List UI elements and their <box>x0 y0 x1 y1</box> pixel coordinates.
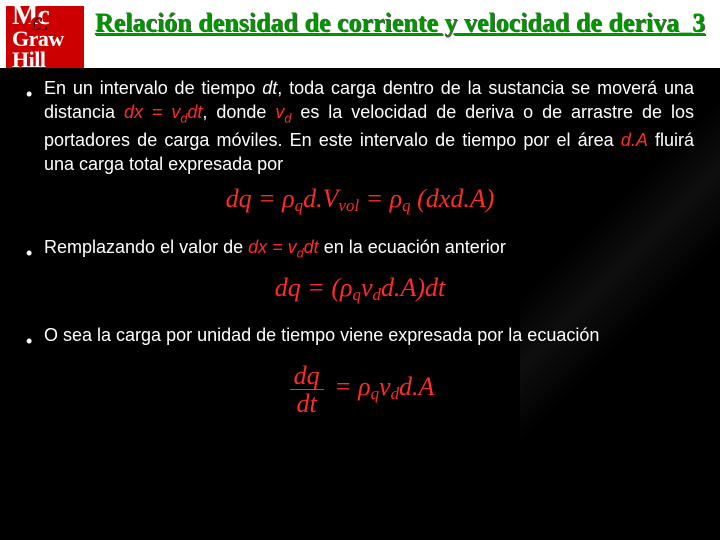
eq2-math: dq = (ρqvdd.A)dt <box>275 273 445 302</box>
b1-eq1a: dx = v <box>124 102 180 122</box>
b2-t1: Remplazando el valor de <box>44 237 248 257</box>
bullet-3-text: O sea la carga por unidad de tiempo vien… <box>44 323 694 353</box>
bullet-icon <box>26 323 44 353</box>
equation-1: dq = ρqd.Vvol = ρq (dxd.A) <box>26 184 694 216</box>
e2-rhs: d.A)dt <box>381 273 445 302</box>
header: Mc Graw Hill Relación densidad de corrie… <box>0 0 720 68</box>
bullet-2-text: Remplazando el valor de dx = vddt en la … <box>44 235 694 265</box>
b2-t2: en la ecuación anterior <box>319 237 506 257</box>
bullet-1-text: En un intervalo de tiempo dt, toda carga… <box>44 76 694 176</box>
e3-num: dq <box>290 362 324 390</box>
b1-dA: d.A <box>621 130 648 150</box>
e1-sub2: vol <box>339 197 360 216</box>
bullet-1: En un intervalo de tiempo dt, toda carga… <box>26 76 694 176</box>
b2-eq: dx = vddt <box>248 237 319 257</box>
e3-frac: dq dt <box>290 362 324 418</box>
logo-line-3: Hill <box>12 50 84 71</box>
eq1-math: dq = ρqd.Vvol = ρq (dxd.A) <box>226 184 495 213</box>
e3-mid: v <box>379 372 391 401</box>
b2-eqb: dt <box>304 237 319 257</box>
e1-rhs: (dxd.A) <box>411 184 495 213</box>
b1-t1: En un intervalo de tiempo <box>44 78 262 98</box>
equation-2: dq = (ρqvdd.A)dt <box>26 273 694 305</box>
slide: c. Mc Graw Hill Relación densidad de cor… <box>0 0 720 540</box>
e1-lhs: dq = ρ <box>226 184 295 213</box>
slide-title: Relación densidad de corriente y velocid… <box>90 8 710 44</box>
e2-sub1: q <box>352 285 360 304</box>
b1-eq1b: dt <box>187 102 202 122</box>
e1-sub1: q <box>295 197 303 216</box>
e2-lhs: dq = (ρ <box>275 273 353 302</box>
bullet-icon <box>26 235 44 265</box>
b1-vd-v: v <box>275 102 284 122</box>
equation-3: dq dt = ρqvdd.A <box>26 362 694 418</box>
title-wrap: Relación densidad de corriente y velocid… <box>90 6 710 44</box>
e3-rhs: d.A <box>399 372 434 401</box>
eq3-math: dq dt = ρqvdd.A <box>286 372 435 401</box>
b1-vd: vd <box>275 102 291 122</box>
e1-mid1: d.V <box>303 184 338 213</box>
bullet-3: O sea la carga por unidad de tiempo vien… <box>26 323 694 353</box>
b2-eqa: dx = v <box>248 237 297 257</box>
bullet-2: Remplazando el valor de dx = vddt en la … <box>26 235 694 265</box>
content: En un intervalo de tiempo dt, toda carga… <box>0 68 720 417</box>
e2-mid: v <box>361 273 373 302</box>
e3-sub2: d <box>391 385 399 404</box>
bullet-icon <box>26 76 44 176</box>
section-letter: c. <box>30 6 48 36</box>
b1-eq1: dx = vddt <box>124 102 202 122</box>
e3-den: dt <box>290 390 324 417</box>
b1-t3: , donde <box>202 102 275 122</box>
e3-eq: = ρ <box>328 372 371 401</box>
e1-sub3: q <box>402 197 410 216</box>
b2-eq-sub: d <box>297 246 304 260</box>
b1-dt: dt <box>262 78 277 98</box>
e3-sub1: q <box>371 385 379 404</box>
e2-sub2: d <box>372 285 380 304</box>
e1-mid2: = ρ <box>359 184 402 213</box>
